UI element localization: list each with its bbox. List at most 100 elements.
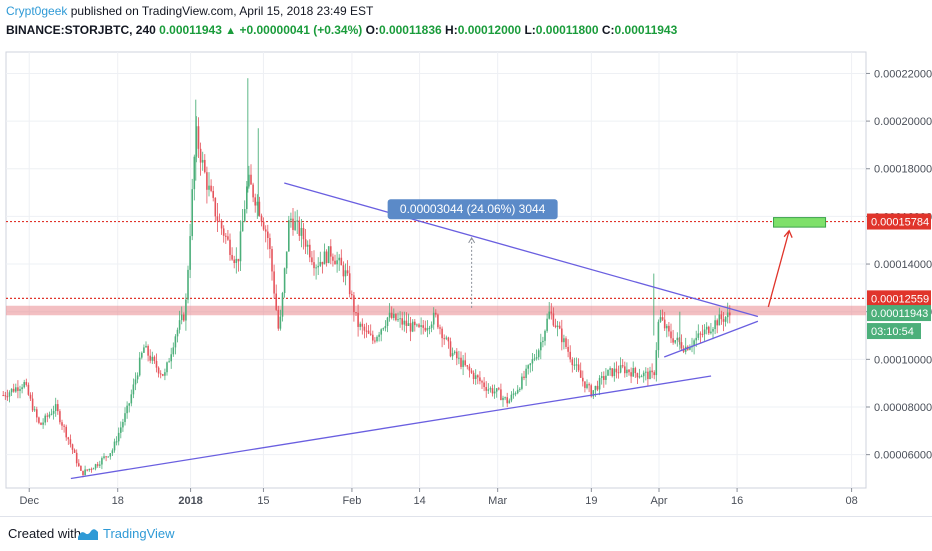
candle-body — [363, 326, 366, 331]
author-link[interactable]: Crypt0geek — [6, 4, 68, 18]
candle-body — [508, 400, 511, 404]
symbol-info: BINANCE:STORJBTC, 240 0.00011943 ▲ +0.00… — [6, 23, 677, 39]
candle-body — [180, 314, 183, 321]
candle-body — [44, 415, 47, 423]
candle-body — [449, 341, 452, 357]
candle-body — [166, 362, 168, 373]
measure-label-box — [387, 199, 558, 220]
candle-body — [550, 311, 553, 314]
candle-body — [554, 325, 557, 328]
candle-body — [162, 374, 164, 376]
candle-body — [313, 262, 315, 269]
candle-body — [130, 394, 133, 404]
candle-body — [611, 368, 614, 377]
candle-body — [657, 321, 660, 351]
candle-body — [588, 384, 590, 386]
candle-body — [176, 329, 179, 337]
candle-body — [645, 371, 647, 373]
candle-body — [300, 227, 303, 236]
candle-body — [418, 324, 420, 327]
resistance-price-tag-bg — [867, 290, 931, 307]
candle-body — [437, 314, 439, 328]
candle-body — [695, 337, 698, 341]
candle-body — [120, 427, 122, 433]
candle-body — [178, 320, 181, 330]
candle-body — [716, 320, 719, 326]
candle-body — [159, 373, 162, 375]
candle-body — [712, 329, 714, 332]
candle-body — [71, 444, 74, 450]
candle-body — [372, 334, 374, 341]
candle-body — [540, 342, 542, 351]
candle-body — [283, 268, 286, 294]
candle-body — [138, 357, 141, 376]
created-with-text: Created with — [8, 526, 81, 541]
candle-body — [290, 218, 292, 221]
candle-body — [281, 293, 284, 317]
candle-body — [382, 328, 385, 330]
y-tick-label: 0.00022000 — [874, 68, 932, 80]
candle-body — [315, 267, 317, 269]
candle-body — [214, 197, 217, 217]
candle-body — [191, 189, 194, 237]
candle-body — [584, 381, 586, 388]
candle-body — [504, 397, 506, 399]
candle-body — [426, 328, 429, 331]
candle-body — [401, 318, 404, 325]
candle-body — [603, 376, 605, 380]
candle-body — [19, 389, 21, 391]
candle-body — [624, 366, 626, 374]
price-chart[interactable]: 0.00006000 0.00008000 0.00010000 0.00012000… — [0, 0, 932, 516]
candle-body — [548, 311, 551, 319]
candle-body — [351, 294, 353, 296]
candle-body — [441, 328, 443, 339]
candle-body — [649, 370, 651, 380]
candle-body — [109, 453, 112, 457]
y-tick-label: 0.00018000 — [874, 164, 932, 176]
candle-body — [714, 320, 716, 330]
candles-group — [2, 78, 731, 478]
candle-body — [33, 409, 36, 411]
candle-body — [36, 409, 38, 418]
candle-body — [729, 312, 731, 316]
candle-body — [332, 256, 334, 261]
candle-body — [533, 358, 536, 360]
candle-body — [157, 367, 160, 374]
candle-body — [338, 257, 341, 261]
candle-body — [632, 367, 635, 377]
y-tick-label: 0.00014000 — [874, 259, 932, 271]
x-tick-label: 08 — [845, 495, 857, 507]
tradingview-logo-icon[interactable] — [77, 527, 99, 541]
candle-body — [273, 271, 275, 294]
candle-body — [271, 249, 273, 272]
candle-body — [21, 387, 23, 390]
candle-body — [630, 372, 632, 377]
candle-body — [132, 384, 135, 395]
candle-body — [248, 174, 250, 187]
candle-body — [84, 469, 86, 476]
candle-body — [609, 368, 611, 370]
candle-body — [668, 325, 670, 332]
candle-body — [243, 209, 246, 222]
y-tick-label: 0.00008000 — [874, 402, 932, 414]
candle-body — [78, 463, 80, 466]
candle-body — [187, 269, 189, 300]
last-price-tag: 0.00011943 — [871, 308, 928, 320]
candle-body — [466, 365, 469, 367]
candle-body — [435, 312, 437, 315]
tradingview-brand-link[interactable]: TradingView — [103, 526, 175, 541]
candle-body — [561, 328, 563, 343]
candle-body — [367, 330, 370, 334]
candle-body — [168, 361, 170, 363]
candle-body — [485, 387, 488, 391]
x-tick-label: 15 — [257, 495, 269, 507]
candle-body — [317, 265, 320, 268]
candle-body — [321, 261, 324, 265]
symbol-label[interactable]: BINANCE:STORJBTC, 240 — [6, 23, 156, 37]
candle-body — [640, 376, 643, 378]
candle-body — [399, 318, 401, 320]
candle-body — [206, 172, 208, 190]
candle-body — [304, 239, 307, 247]
candle-body — [275, 293, 278, 310]
